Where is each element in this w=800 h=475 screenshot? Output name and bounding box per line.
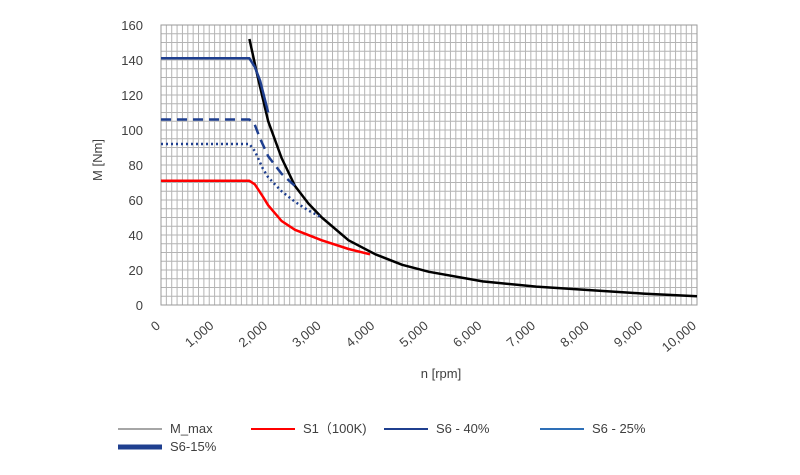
series-line-2	[161, 118, 296, 187]
series-line-3	[161, 142, 323, 219]
plot-border	[160, 24, 698, 306]
x-tick-label: 4,000	[343, 318, 378, 350]
y-tick-label: 0	[136, 298, 143, 313]
x-tick-label: 2,000	[236, 318, 271, 350]
y-tick-label: 100	[121, 123, 143, 138]
x-tick-label: 10,000	[659, 318, 699, 355]
x-tick-label: 5,000	[396, 318, 431, 350]
legend: M_max S1（100K) S6 - 40% S6 - 25% S6-15%	[118, 421, 646, 454]
y-tick-label: 60	[129, 193, 143, 208]
y-tick-label: 120	[121, 88, 143, 103]
x-tick-label: 7,000	[504, 318, 539, 350]
legend-label: S6-15%	[170, 439, 217, 454]
grid	[160, 24, 698, 306]
x-tick-label: 3,000	[289, 318, 324, 350]
y-tick-label: 160	[121, 18, 143, 33]
legend-label: S6 - 25%	[592, 421, 646, 436]
legend-label: M_max	[170, 421, 213, 436]
y-axis-title: M [Nm]	[90, 139, 105, 181]
y-tick-label: 20	[129, 263, 143, 278]
series-line-0	[248, 38, 698, 298]
series-line-4	[161, 57, 270, 113]
x-tick-label: 1,000	[182, 318, 217, 350]
legend-label: S1（100K)	[303, 421, 367, 436]
x-tick-label: 0	[148, 318, 163, 334]
y-tick-label: 140	[121, 53, 143, 68]
legend-label: S6 - 40%	[436, 421, 490, 436]
x-tick-label: 6,000	[450, 318, 485, 350]
y-tick-label: 40	[129, 228, 143, 243]
y-tick-label: 80	[129, 158, 143, 173]
x-tick-labels: 0 1,000 2,000 3,000 4,000 5,000 6,000 7,000 8,00…	[148, 318, 699, 355]
x-tick-label: 8,000	[557, 318, 592, 350]
x-axis-title: n [rpm]	[421, 366, 461, 381]
y-tick-labels: 0 20 40 60 80 100 120 140 160	[121, 18, 143, 313]
series-lines	[161, 38, 698, 298]
series-line-1	[161, 179, 371, 256]
x-tick-label: 9,000	[611, 318, 646, 350]
